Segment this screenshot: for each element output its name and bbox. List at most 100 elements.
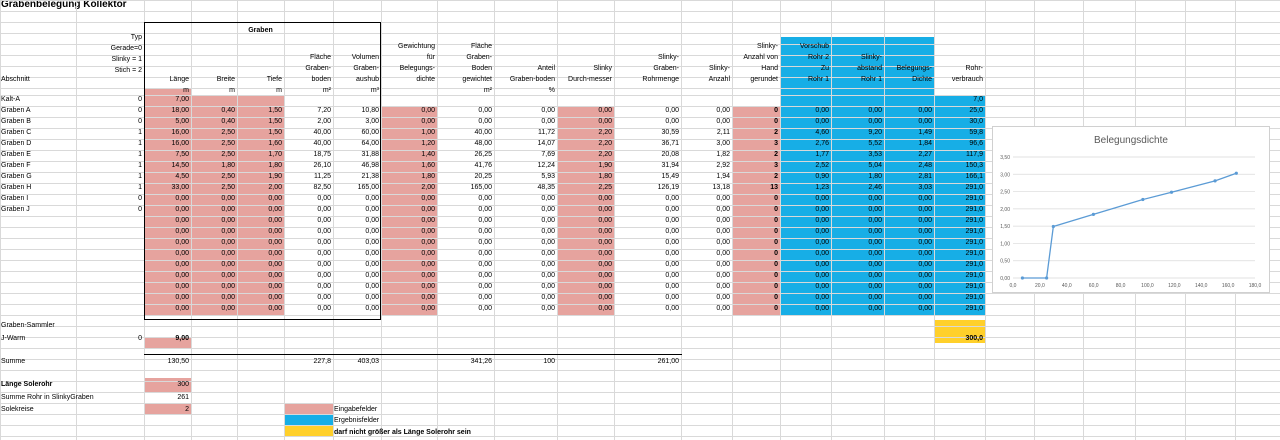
row-value[interactable]: 291,0 xyxy=(965,283,983,290)
row-value[interactable]: 0,00 xyxy=(716,250,730,257)
row-value[interactable]: 3,53 xyxy=(868,151,882,158)
row-value[interactable]: 0,00 xyxy=(421,206,435,213)
row-value[interactable]: 0,00 xyxy=(665,206,679,213)
row-value[interactable]: 0,00 xyxy=(175,206,189,213)
row-value[interactable]: 1,60 xyxy=(268,140,282,147)
row-value[interactable]: 0,00 xyxy=(716,239,730,246)
row-value[interactable]: 0,00 xyxy=(421,228,435,235)
row-value[interactable]: 291,0 xyxy=(965,261,983,268)
unit-volumen[interactable]: m³ xyxy=(370,87,379,94)
row-value[interactable]: 2,50 xyxy=(221,140,235,147)
row-value[interactable]: 0,00 xyxy=(317,305,331,312)
col-header-slinky_anzahl[interactable]: Anzahl xyxy=(708,76,730,83)
jwarm-rohr[interactable]: 300,0 xyxy=(965,335,983,342)
summe-laenge[interactable]: 130,50 xyxy=(167,358,189,365)
row-value[interactable]: 0,00 xyxy=(421,217,435,224)
row-value[interactable]: 1,90 xyxy=(598,162,612,169)
laenge-solerohr-label[interactable]: Länge Solerohr xyxy=(1,381,53,388)
col-header-flaeche[interactable]: boden xyxy=(311,76,331,83)
row-value[interactable]: 0,00 xyxy=(478,195,492,202)
row-value[interactable]: 2,46 xyxy=(868,184,882,191)
row-value[interactable]: 0,00 xyxy=(365,217,379,224)
row-value[interactable]: 40,00 xyxy=(474,129,492,136)
row-value[interactable]: 2,81 xyxy=(918,173,932,180)
summe-label[interactable]: Summe xyxy=(1,358,26,365)
row-value[interactable]: 3,00 xyxy=(365,118,379,125)
row-value[interactable]: 0,00 xyxy=(365,228,379,235)
row-value[interactable]: 0,00 xyxy=(268,283,282,290)
row-value[interactable]: 0,00 xyxy=(716,294,730,301)
row-value[interactable]: 0 xyxy=(774,305,778,312)
typ-header-line[interactable]: Slinky = 1 xyxy=(111,56,142,63)
row-value[interactable]: 0,00 xyxy=(815,294,829,301)
row-value[interactable]: 0,00 xyxy=(221,206,235,213)
col-header-volumen[interactable]: Graben- xyxy=(353,65,379,72)
row-value[interactable]: 0,00 xyxy=(815,206,829,213)
solekreise-value[interactable]: 2 xyxy=(185,406,189,413)
typ-header-line[interactable]: Stich = 2 xyxy=(114,67,142,74)
row-value[interactable]: 0,00 xyxy=(478,228,492,235)
row-value[interactable]: 0,00 xyxy=(478,261,492,268)
col-header-slinky_anzahl[interactable]: Slinky- xyxy=(708,65,730,72)
row-value[interactable]: 0,00 xyxy=(478,305,492,312)
row-value[interactable]: 2,27 xyxy=(918,151,932,158)
row-value[interactable]: 2,20 xyxy=(598,140,612,147)
col-header-vorschub[interactable]: Rohr 1 xyxy=(807,76,829,83)
col-header-gewichtung[interactable]: Gewichtung xyxy=(398,43,435,50)
row-value[interactable]: 0,00 xyxy=(665,250,679,257)
row-value[interactable]: 0 xyxy=(774,250,778,257)
belegungsdichte-chart[interactable]: Belegungsdichte 0,00 0,50 1,00 1,50 2,00 2,50 3… xyxy=(992,126,1270,293)
jwarm-label[interactable]: J-Warm xyxy=(1,335,26,342)
row-name[interactable]: Graben J xyxy=(1,206,30,213)
row-value[interactable]: 30,59 xyxy=(661,129,679,136)
row-value[interactable]: 0,00 xyxy=(815,217,829,224)
row-value[interactable]: 0,00 xyxy=(665,239,679,246)
row-value[interactable]: 0,00 xyxy=(317,261,331,268)
row-value[interactable]: 2,20 xyxy=(598,129,612,136)
col-header-gewichtung[interactable]: dichte xyxy=(416,76,435,83)
row-value[interactable]: 2,52 xyxy=(815,162,829,169)
col-header-abschnitt[interactable]: Abschnitt xyxy=(1,76,30,83)
row-value[interactable]: 0,00 xyxy=(478,250,492,257)
row-value[interactable]: 0,00 xyxy=(478,206,492,213)
col-header-slinky_menge[interactable]: Rohrmenge xyxy=(642,76,679,83)
row-value[interactable]: 48,35 xyxy=(537,184,555,191)
row-value[interactable]: 0,00 xyxy=(421,261,435,268)
row-value[interactable]: 9,20 xyxy=(868,129,882,136)
row-value[interactable]: 117,9 xyxy=(966,151,983,158)
row-value[interactable]: 0,00 xyxy=(175,195,189,202)
row-value[interactable]: 25,0 xyxy=(969,107,983,114)
row-value[interactable]: 2,50 xyxy=(221,129,235,136)
row-value[interactable]: 1,94 xyxy=(716,173,730,180)
row-value[interactable]: 291,0 xyxy=(965,272,983,279)
row-value[interactable]: 46,98 xyxy=(361,162,379,169)
row-value[interactable]: 2,76 xyxy=(815,140,829,147)
row-value[interactable]: 2,50 xyxy=(221,184,235,191)
row-value[interactable]: 0,00 xyxy=(478,239,492,246)
row-value[interactable]: 0,00 xyxy=(598,294,612,301)
row-value[interactable]: 0,00 xyxy=(868,217,882,224)
row-value[interactable]: 0,00 xyxy=(665,294,679,301)
row-value[interactable]: 1,80 xyxy=(221,162,235,169)
unit-laenge[interactable]: m xyxy=(183,87,189,94)
row-value[interactable]: 0,00 xyxy=(598,107,612,114)
row-value[interactable]: 0,40 xyxy=(221,118,235,125)
row-value[interactable]: 0,00 xyxy=(716,107,730,114)
col-header-flaeche_gew[interactable]: Fläche xyxy=(470,43,492,50)
row-value[interactable]: 7,20 xyxy=(317,107,331,114)
legend-warn-label[interactable]: darf nicht größer als Länge Solerohr sei… xyxy=(334,429,471,436)
legend-result-label[interactable]: Ergebnisfelder xyxy=(334,417,380,424)
row-value[interactable]: 1,90 xyxy=(268,173,282,180)
row-value[interactable]: 20,08 xyxy=(661,151,679,158)
row-value[interactable]: 0,00 xyxy=(317,239,331,246)
row-value[interactable]: 0,00 xyxy=(421,250,435,257)
row-value[interactable]: 0,40 xyxy=(221,107,235,114)
row-value[interactable]: 0,00 xyxy=(268,305,282,312)
row-value[interactable]: 10,80 xyxy=(361,107,379,114)
row-value[interactable]: 13,18 xyxy=(712,184,730,191)
row-value[interactable]: 0,00 xyxy=(365,239,379,246)
row-value[interactable]: 1,80 xyxy=(421,173,435,180)
row-value[interactable]: 0,00 xyxy=(815,250,829,257)
typ-header-line[interactable]: Gerade=0 xyxy=(110,45,142,52)
row-value[interactable]: 1,20 xyxy=(421,140,435,147)
